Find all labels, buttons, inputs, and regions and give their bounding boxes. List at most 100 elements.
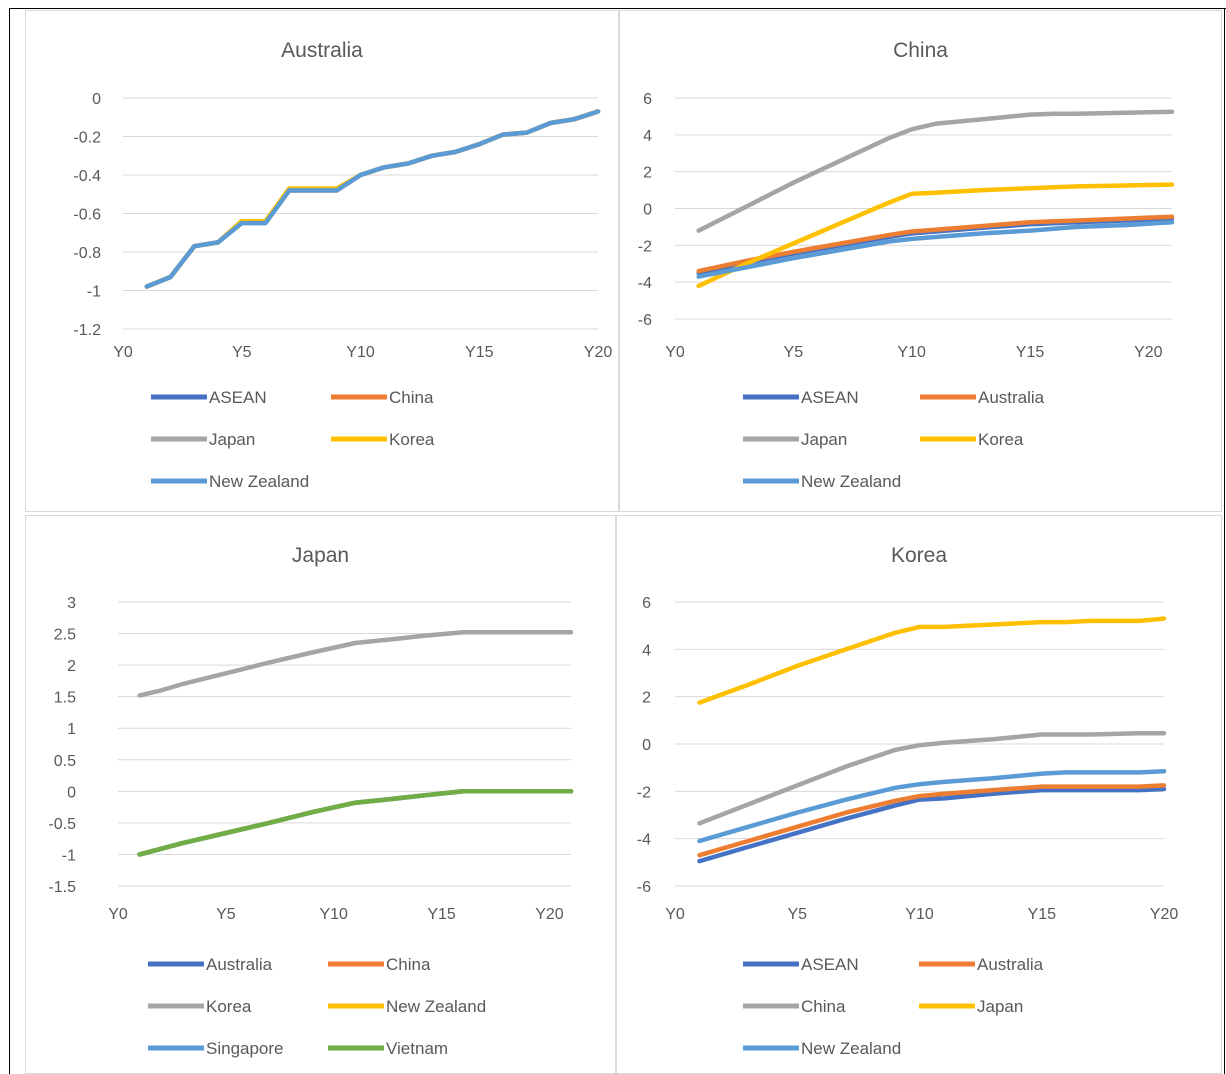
legend-label: Japan — [801, 430, 847, 449]
y-tick-label: -0.2 — [73, 130, 101, 147]
series-line-new-zealand — [144, 109, 601, 289]
x-tick-label: Y15 — [427, 906, 456, 923]
legend-label: ASEAN — [801, 388, 859, 407]
chart-panel-china: China 6 4 2 0 -2 -4 -6 Y0 Y5 Y10 Y15 Y20 ASEAN Austral… — [619, 10, 1222, 512]
x-tick-label: Y0 — [665, 344, 685, 361]
y-tick-label: -0.5 — [48, 816, 76, 833]
legend-entry-australia: Australia — [148, 955, 273, 974]
legend-entry-asean: ASEAN — [151, 388, 267, 407]
figure-border-left — [9, 8, 10, 1074]
series-line-australia — [697, 783, 1167, 858]
chart-panel-japan: Japan 3 2.5 2 1.5 1 0.5 0 -0.5 -1 -1.5 Y0 Y5 Y10 Y15 Y2… — [25, 515, 616, 1074]
chart-japan: Japan 3 2.5 2 1.5 1 0.5 0 -0.5 -1 -1.5 Y0 Y5 Y10 Y15 Y2… — [48, 544, 574, 1058]
y-tick-label: 1 — [67, 721, 76, 738]
series-line-vietnam — [137, 789, 574, 857]
chart-panel-australia: Australia 0 -0.2 -0.4 -0.6 -0.8 -1 -1.2 Y0 Y5 Y10 Y… — [25, 10, 619, 512]
legend-label: New Zealand — [386, 997, 486, 1016]
legend-entry-new-zealand: New Zealand — [328, 997, 486, 1016]
y-tick-label: -1 — [87, 284, 101, 301]
y-tick-label: 6 — [643, 91, 652, 108]
legend-label: Australia — [206, 955, 273, 974]
legend-label: New Zealand — [801, 1039, 901, 1058]
series-line-china — [697, 731, 1167, 826]
legend-label: China — [389, 388, 434, 407]
legend-entry-china: China — [743, 997, 846, 1016]
legend-label: New Zealand — [801, 472, 901, 491]
chart-title: China — [893, 39, 948, 62]
y-tick-label: 4 — [643, 128, 652, 145]
legend-label: Australia — [978, 388, 1045, 407]
x-tick-label: Y5 — [784, 344, 804, 361]
legend-label: ASEAN — [209, 388, 267, 407]
y-tick-label: 0 — [92, 91, 101, 108]
y-tick-label: 1.5 — [54, 690, 76, 707]
y-tick-label: 2 — [643, 165, 652, 182]
series-line-korea — [696, 182, 1175, 289]
series-line-new-zealand — [697, 768, 1167, 844]
legend-entry-asean: ASEAN — [743, 388, 859, 407]
y-tick-label: 4 — [642, 642, 651, 659]
chart-title: Korea — [891, 544, 947, 567]
y-tick-label: -2 — [638, 238, 652, 255]
series-line-china — [144, 109, 601, 289]
y-tick-label: -0.4 — [73, 168, 101, 185]
legend-entry-singapore: Singapore — [148, 1039, 284, 1058]
legend-label: Japan — [977, 997, 1023, 1016]
legend-label: ASEAN — [801, 955, 859, 974]
figure-border-top — [9, 8, 1226, 9]
x-tick-label: Y15 — [1016, 344, 1045, 361]
x-tick-label: Y20 — [535, 906, 564, 923]
legend-label: China — [386, 955, 431, 974]
x-tick-label: Y10 — [346, 344, 375, 361]
y-tick-label: -2 — [637, 784, 651, 801]
chart-korea: Korea 6 4 2 0 -2 -4 -6 Y0 Y5 Y10 Y15 Y20 ASEAN Austral… — [637, 544, 1179, 1058]
legend-entry-australia: Australia — [919, 955, 1044, 974]
legend-entry-australia: Australia — [920, 388, 1045, 407]
chart-panel-korea: Korea 6 4 2 0 -2 -4 -6 Y0 Y5 Y10 Y15 Y20 ASEAN Austral… — [616, 515, 1222, 1074]
legend-entry-vietnam: Vietnam — [328, 1039, 448, 1058]
legend-label: Australia — [977, 955, 1044, 974]
y-tick-label: 0.5 — [54, 753, 76, 770]
legend-entry-korea: Korea — [148, 997, 252, 1016]
series-line-new-zealand — [696, 220, 1175, 279]
y-tick-label: 2 — [67, 658, 76, 675]
series-line-australia — [696, 214, 1175, 274]
y-tick-label: 0 — [67, 784, 76, 801]
chart-title: Japan — [292, 544, 349, 567]
y-tick-label: -1.2 — [73, 322, 101, 339]
y-tick-label: -1 — [62, 847, 76, 864]
legend-entry-china: China — [331, 388, 434, 407]
y-tick-label: -6 — [638, 312, 652, 329]
legend-entry-new-zealand: New Zealand — [743, 1039, 901, 1058]
x-tick-label: Y10 — [905, 906, 934, 923]
x-tick-label: Y20 — [584, 344, 613, 361]
legend-label: China — [801, 997, 846, 1016]
legend-entry-korea: Korea — [920, 430, 1024, 449]
legend-label: New Zealand — [209, 472, 309, 491]
series-line-japan — [696, 109, 1175, 233]
legend-label: Vietnam — [386, 1039, 448, 1058]
legend-entry-china: China — [328, 955, 431, 974]
x-tick-label: Y15 — [465, 344, 494, 361]
series-line-asean — [144, 109, 601, 289]
y-tick-label: 2 — [642, 690, 651, 707]
x-tick-label: Y0 — [113, 344, 133, 361]
x-tick-label: Y20 — [1150, 906, 1179, 923]
y-tick-label: -1.5 — [48, 879, 76, 896]
x-tick-label: Y10 — [319, 906, 348, 923]
legend-entry-japan: Japan — [919, 997, 1023, 1016]
series-line-korea — [137, 630, 574, 698]
legend-entry-new-zealand: New Zealand — [151, 472, 309, 491]
chart-australia: Australia 0 -0.2 -0.4 -0.6 -0.8 -1 -1.2 Y0 Y5 Y10 Y… — [73, 39, 613, 491]
legend-entry-asean: ASEAN — [743, 955, 859, 974]
y-tick-label: -0.6 — [73, 207, 101, 224]
x-tick-label: Y5 — [787, 906, 807, 923]
y-tick-label: 0 — [642, 737, 651, 754]
legend-entry-japan: Japan — [743, 430, 847, 449]
y-tick-label: -4 — [637, 832, 651, 849]
legend-label: Singapore — [206, 1039, 284, 1058]
y-tick-label: -6 — [637, 879, 651, 896]
legend-label: Korea — [389, 430, 435, 449]
x-tick-label: Y10 — [897, 344, 926, 361]
